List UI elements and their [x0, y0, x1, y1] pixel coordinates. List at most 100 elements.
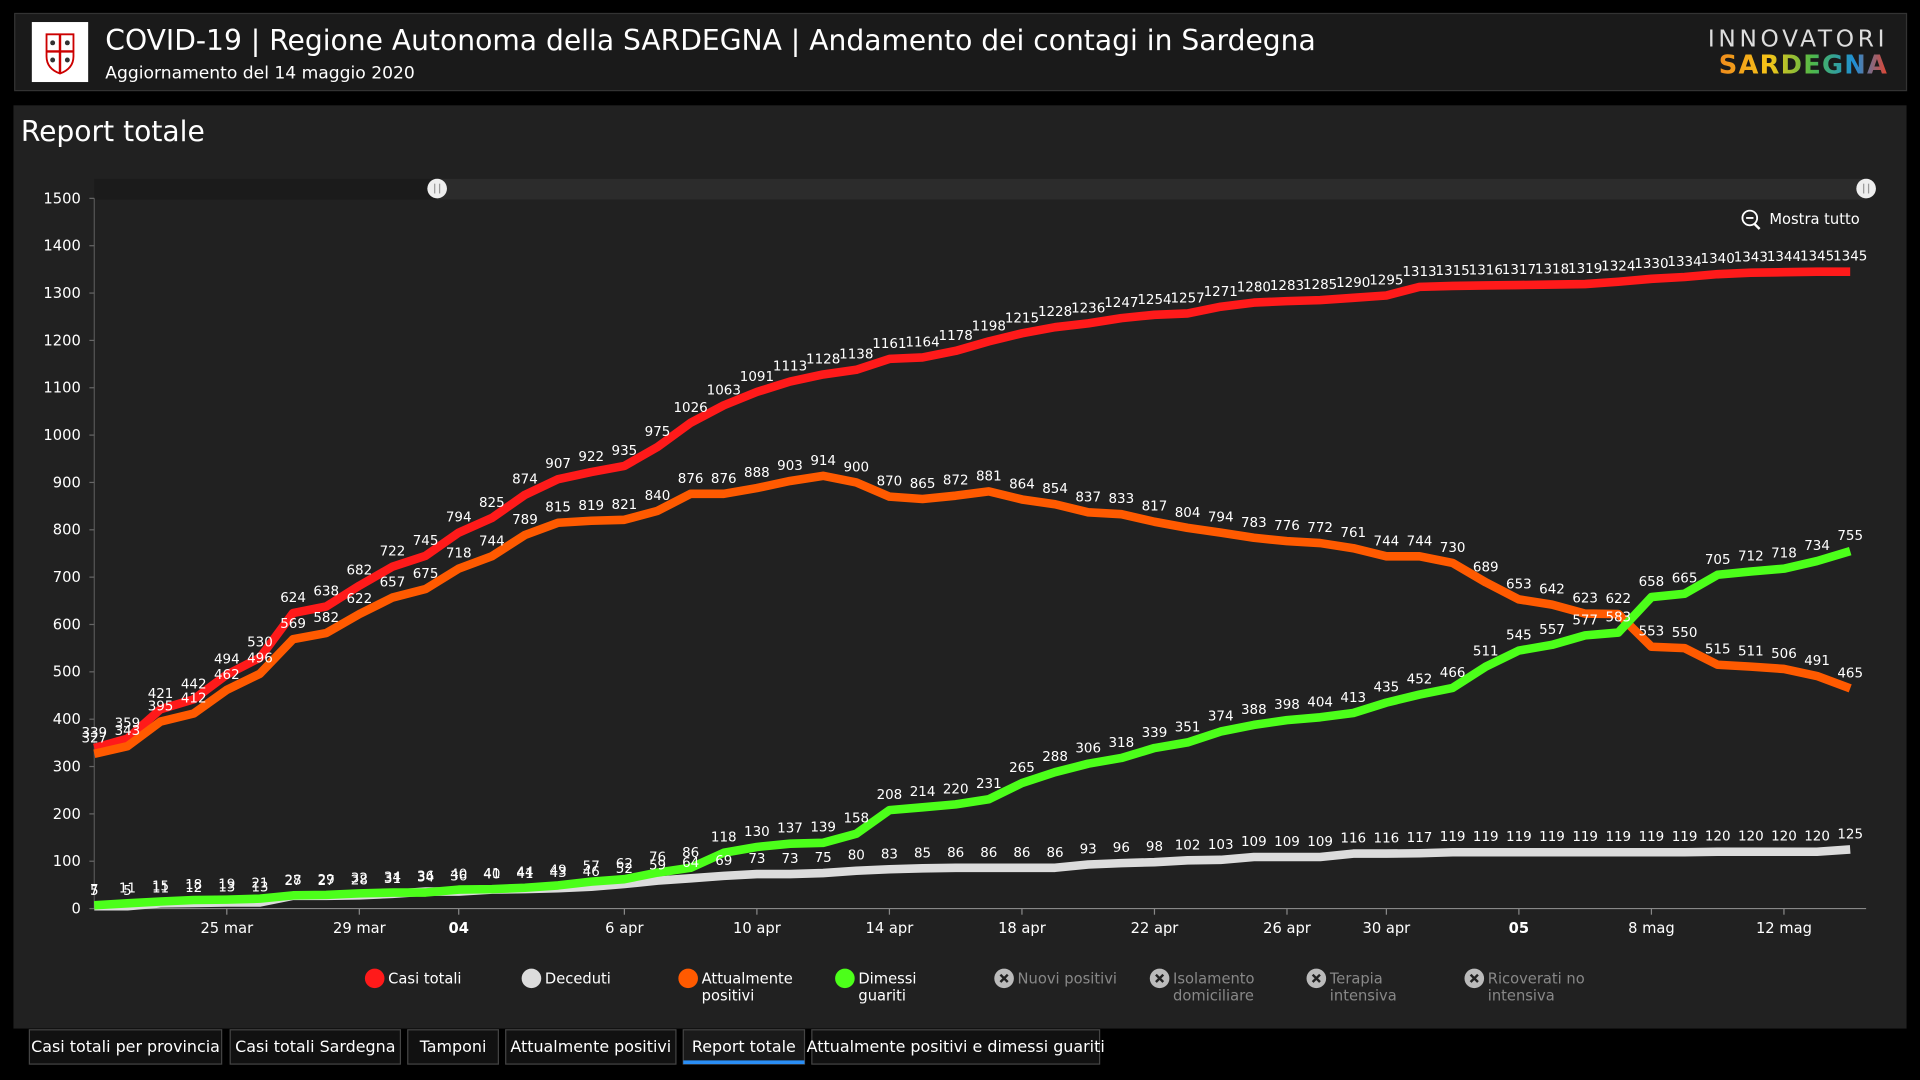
tab-label[interactable]: Tamponi [419, 1037, 487, 1056]
data-label: 744 [479, 534, 505, 549]
x-tick-label: 18 apr [998, 920, 1047, 937]
data-label: 31 [384, 872, 401, 887]
tab[interactable] [811, 1029, 1101, 1065]
tab-label[interactable]: Casi totali Sardegna [235, 1037, 395, 1056]
legend-label[interactable]: Nuovi positivi [1017, 969, 1117, 987]
data-label: 119 [1572, 830, 1598, 845]
reset-zoom-button[interactable]: Mostra tutto [1741, 209, 1860, 230]
legend-label[interactable]: Casi totali [388, 969, 462, 987]
legend-label[interactable]: Terapia intensiva [1329, 969, 1397, 1005]
data-label: 73 [748, 852, 765, 867]
data-label: 772 [1307, 521, 1333, 536]
data-label: 1113 [773, 360, 807, 375]
data-label: 734 [1804, 539, 1830, 554]
tab[interactable] [505, 1029, 677, 1065]
tab[interactable] [28, 1029, 223, 1065]
data-label: 776 [1274, 519, 1300, 534]
data-label: 1161 [872, 337, 906, 352]
data-label: 395 [148, 700, 174, 715]
logo-bottom: SARDEGNA [1719, 50, 1888, 80]
data-label: 21 [251, 877, 268, 892]
tab-label[interactable]: Attualmente positivi [510, 1037, 671, 1056]
legend-label[interactable]: Deceduti [544, 969, 611, 987]
data-label: 75 [815, 851, 832, 866]
legend-marker[interactable] [521, 968, 542, 989]
data-label: 442 [181, 677, 207, 692]
data-label: 96 [1113, 841, 1130, 856]
reset-zoom-label[interactable]: Mostra tutto [1769, 211, 1859, 228]
x-tick-label: 22 apr [1131, 920, 1180, 937]
data-label: 116 [1340, 832, 1366, 847]
data-label: 872 [943, 474, 969, 489]
data-label: 120 [1771, 830, 1797, 845]
legend-marker[interactable] [678, 968, 698, 989]
legend-marker[interactable] [364, 968, 385, 989]
data-label: 1344 [1767, 250, 1801, 265]
data-label: 624 [280, 591, 306, 606]
data-label: 689 [1473, 560, 1499, 575]
legend-label[interactable]: Ricoverati no intensiva [1487, 969, 1585, 1005]
crest [31, 22, 89, 83]
data-label: 404 [1307, 695, 1333, 710]
data-label: 622 [346, 592, 372, 607]
data-label: 888 [744, 466, 770, 481]
header-bar [14, 12, 1908, 92]
header-subtitle: Aggiornamento del 14 maggio 2020 [105, 63, 415, 83]
data-label: 5 [90, 884, 99, 899]
data-label: 1091 [740, 370, 774, 385]
data-label: 718 [1771, 547, 1797, 562]
y-tick-label: 500 [53, 664, 81, 681]
series-line [94, 547, 1852, 910]
data-label: 339 [1142, 726, 1168, 741]
data-label: 28 [285, 873, 302, 888]
chart-panel [13, 105, 1907, 1029]
data-label: 34 [417, 870, 434, 885]
data-label: 718 [446, 547, 472, 562]
data-label: 682 [346, 564, 372, 579]
legend-label[interactable]: Attualmente positivi [701, 969, 793, 1005]
y-tick-label: 200 [53, 806, 81, 823]
data-label: 435 [1374, 681, 1400, 696]
data-label: 1198 [972, 319, 1006, 334]
data-label: 119 [1672, 830, 1698, 845]
data-label: 1138 [839, 348, 873, 363]
data-label: 11 [152, 881, 169, 896]
data-label: 755 [1837, 529, 1863, 544]
tab[interactable] [407, 1029, 499, 1065]
legend-label[interactable]: Isolamento domiciliare [1173, 969, 1255, 1005]
data-label: 43 [550, 866, 567, 881]
data-label: 1315 [1436, 264, 1470, 279]
data-label: 1228 [1038, 305, 1072, 320]
x-tick-label: 25 mar [200, 920, 254, 937]
data-label: 1283 [1270, 279, 1304, 294]
data-label: 288 [1042, 750, 1068, 765]
data-label: 119 [1506, 830, 1532, 845]
tab-label[interactable]: Casi totali per provincia [31, 1037, 220, 1056]
data-label: 744 [1407, 534, 1433, 549]
data-label: 837 [1075, 490, 1101, 505]
data-label: 804 [1175, 506, 1201, 521]
data-label: 903 [777, 459, 803, 474]
data-label: 833 [1108, 492, 1134, 507]
y-tick-label: 1200 [43, 332, 80, 349]
tab-active-indicator [683, 1060, 805, 1065]
data-label: 821 [612, 498, 638, 513]
tab-label[interactable]: Attualmente positivi e dimessi guariti [807, 1037, 1105, 1056]
data-label: 76 [649, 851, 666, 866]
legend-marker[interactable] [835, 968, 855, 989]
data-label: 49 [550, 863, 567, 878]
y-tick-label: 600 [53, 616, 81, 633]
data-label: 139 [810, 821, 836, 836]
legend-label-box: Attualmente positivi [701, 969, 793, 1005]
tab-label[interactable]: Report totale [692, 1037, 796, 1056]
zoom-slider[interactable] [94, 178, 1876, 200]
data-label: 5 [123, 884, 132, 899]
data-label: 794 [446, 511, 472, 526]
data-label: 452 [1407, 673, 1433, 688]
tab[interactable] [229, 1029, 402, 1065]
data-label: 119 [1639, 830, 1665, 845]
legend-label[interactable]: Dimessi guariti [858, 969, 917, 1005]
data-label: 864 [1009, 477, 1035, 492]
data-label: 900 [843, 460, 869, 475]
